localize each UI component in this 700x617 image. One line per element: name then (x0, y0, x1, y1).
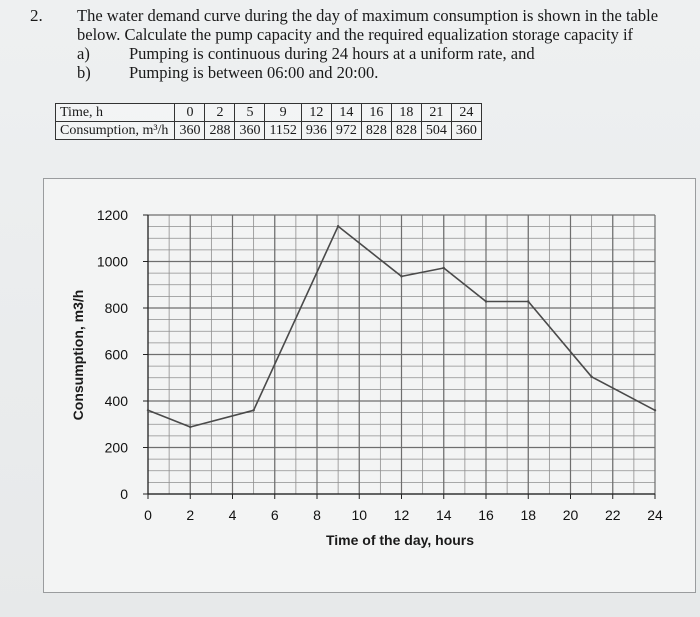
chart-grid (147, 214, 656, 495)
part-b-text: Pumping is between 06:00 and 20:00. (129, 63, 379, 82)
x-tick-label: 14 (436, 507, 452, 523)
problem-intro-line2: below. Calculate the pump capacity and t… (77, 25, 634, 44)
x-tick-label: 4 (229, 507, 237, 523)
problem-intro-line1: The water demand curve during the day of… (77, 6, 659, 25)
part-a-label: a) (77, 44, 90, 63)
y-tick-label: 1000 (97, 254, 128, 270)
y-tick-label: 0 (120, 486, 128, 502)
data-point (484, 300, 488, 303)
part-b-label: b) (77, 63, 91, 82)
table-header-consumption: Consumption, m³/h (54, 121, 176, 140)
consumption-cell: 360 (234, 121, 266, 140)
data-point (400, 275, 403, 278)
consumption-line (147, 225, 656, 428)
consumption-cell: 828 (360, 121, 392, 140)
x-tick-label: 2 (186, 507, 194, 523)
data-point (189, 425, 192, 429)
table-row-consumption: Consumption, m³/h 360 288 360 1152 936 9… (54, 121, 482, 140)
y-axis-title: Consumption, m3/h (70, 289, 86, 421)
data-point (252, 409, 255, 412)
part-a-text: Pumping is continuous during 24 hours at… (129, 44, 535, 63)
table-row-time: Time, h 0 2 5 9 12 14 16 18 21 24 (54, 103, 482, 122)
chart-tick-labels: 0 2 4 6 8 10 12 14 16 18 20 22 240200400600800100012… (97, 207, 663, 523)
time-cell: 24 (450, 103, 482, 122)
problem-part-b: b) Pumping is between 06:00 and 20:00. (77, 63, 677, 82)
y-tick-label: 600 (105, 347, 129, 363)
problem-part-a: a) Pumping is continuous during 24 hours… (77, 44, 677, 63)
data-point (653, 409, 657, 412)
x-tick-label: 22 (605, 507, 621, 523)
data-point (336, 224, 340, 228)
y-tick-label: 200 (105, 440, 129, 456)
x-tick-label: 24 (647, 507, 663, 523)
consumption-cell: 972 (330, 121, 362, 140)
x-tick-label: 8 (313, 507, 321, 523)
y-tick-label: 1200 (97, 207, 128, 223)
x-tick-label: 16 (478, 507, 494, 523)
consumption-cell: 828 (390, 121, 422, 140)
x-tick-label: 18 (520, 507, 536, 523)
consumption-cell: 1152 (264, 121, 302, 140)
x-axis-title: Time of the day, hours (325, 532, 475, 548)
data-point (590, 375, 593, 379)
x-tick-label: 12 (394, 507, 410, 523)
x-tick-label: 6 (271, 507, 279, 523)
consumption-cell: 936 (300, 121, 332, 140)
time-cell: 16 (360, 103, 392, 122)
chart-series (146, 224, 657, 429)
data-point (442, 266, 445, 270)
data-point (527, 300, 530, 303)
problem-number: 2. (30, 6, 43, 25)
demand-table: Time, h 0 2 5 9 12 14 16 18 21 24 Consum… (54, 103, 482, 140)
chart-axes (143, 214, 656, 499)
x-tick-label: 20 (563, 507, 579, 523)
y-tick-label: 800 (105, 300, 129, 316)
consumption-cell: 288 (204, 121, 236, 140)
consumption-cell: 360 (174, 121, 206, 140)
consumption-cell: 360 (450, 121, 482, 140)
x-tick-label: 10 (351, 507, 367, 523)
problem-statement: The water demand curve during the day of… (77, 6, 677, 82)
x-tick-label: 0 (144, 507, 152, 523)
y-tick-label: 400 (105, 393, 129, 409)
data-point (146, 409, 150, 412)
chart-frame (43, 178, 696, 593)
